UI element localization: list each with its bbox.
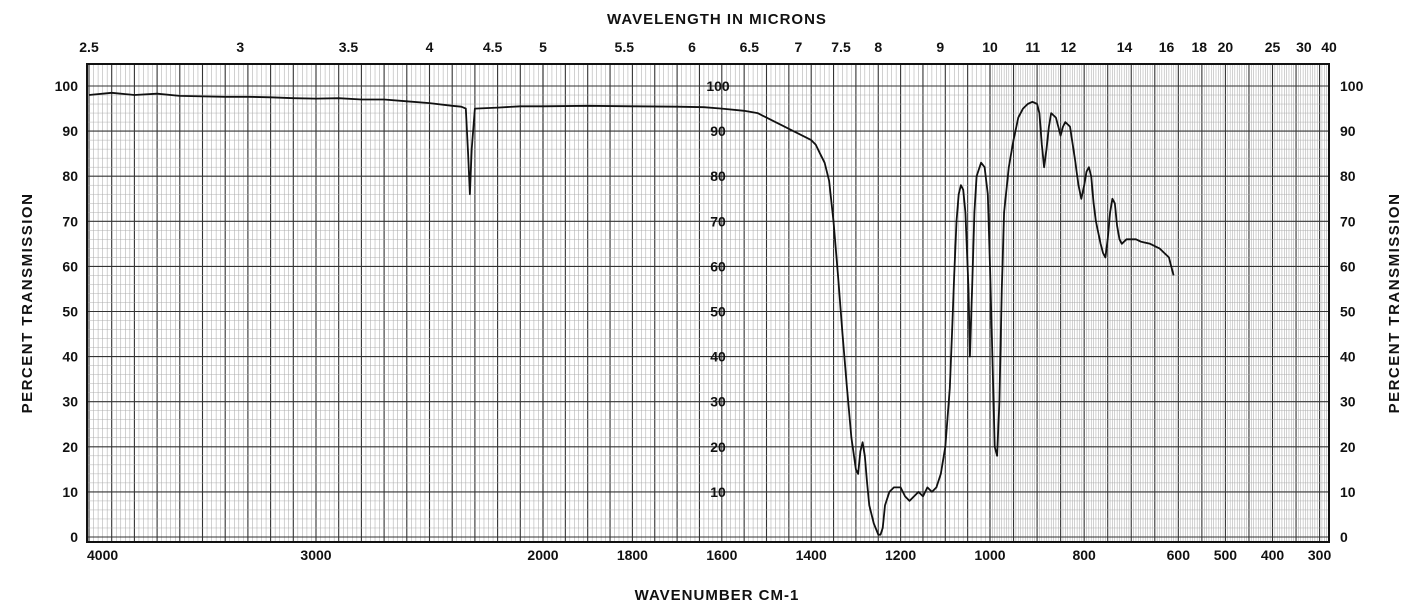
x-tick-label: 1000: [974, 547, 1005, 563]
mid-y-tick-label: 90: [710, 123, 726, 139]
y-tick-label-left: 50: [62, 304, 78, 320]
micron-tick-label: 25: [1265, 39, 1281, 55]
plot-frame: [86, 63, 1330, 543]
mid-y-tick-label: 80: [710, 168, 726, 184]
x-tick-label: 300: [1308, 547, 1332, 563]
micron-tick-label: 7.5: [831, 39, 851, 55]
x-tick-label: 1200: [885, 547, 916, 563]
x-tick-label: 1400: [796, 547, 827, 563]
micron-tick-label: 5.5: [615, 39, 635, 55]
spectrum-trace: [88, 91, 1175, 536]
y-tick-label-right: 0: [1340, 529, 1348, 545]
micron-tick-label: 20: [1218, 39, 1234, 55]
y-axis-title-right: PERCENT TRANSMISSION: [1386, 193, 1403, 414]
mid-y-tick-label: 70: [710, 213, 726, 229]
y-tick-label-right: 100: [1340, 78, 1364, 94]
chart-title: WAVELENGTH IN MICRONS: [607, 11, 827, 28]
y-tick-label-right: 30: [1340, 394, 1356, 410]
micron-tick-label: 12: [1061, 39, 1077, 55]
y-tick-label-left: 10: [62, 484, 78, 500]
mid-y-tick-label: 100: [706, 78, 730, 94]
micron-tick-label: 4.5: [483, 39, 503, 55]
mid-y-tick-label: 60: [710, 258, 726, 274]
y-tick-label-right: 10: [1340, 484, 1356, 500]
micron-tick-label: 5: [539, 39, 547, 55]
y-tick-label-left: 90: [62, 123, 78, 139]
y-tick-label-left: 80: [62, 168, 78, 184]
axis-labels: 4000 3000 2000 1800 1600 1400 1200 1000 800 600 50…: [55, 39, 1364, 563]
x-tick-label: 1800: [617, 547, 648, 563]
micron-tick-label: 10: [982, 39, 998, 55]
micron-tick-label: 4: [426, 39, 434, 55]
micron-tick-label: 8: [874, 39, 882, 55]
y-tick-label-right: 90: [1340, 123, 1356, 139]
micron-tick-label: 30: [1296, 39, 1312, 55]
series-layer: [88, 91, 1175, 536]
micron-tick-label: 18: [1191, 39, 1207, 55]
x-tick-label: 3000: [300, 547, 331, 563]
y-tick-label-left: 70: [62, 213, 78, 229]
micron-tick-label: 3: [236, 39, 244, 55]
micron-tick-label: 6.5: [740, 39, 760, 55]
plot-background: [87, 64, 1329, 542]
micron-tick-label: 3.5: [339, 39, 359, 55]
y-tick-label-left: 100: [55, 78, 79, 94]
micron-tick-label: 14: [1117, 39, 1133, 55]
x-tick-label: 800: [1072, 547, 1096, 563]
x-tick-label: 1600: [706, 547, 737, 563]
y-tick-label-left: 0: [70, 529, 78, 545]
y-tick-label-left: 40: [62, 349, 78, 365]
x-tick-label: 2000: [527, 547, 558, 563]
y-tick-label-right: 70: [1340, 213, 1356, 229]
grid: [87, 64, 1330, 542]
micron-tick-label: 16: [1159, 39, 1175, 55]
mid-y-tick-label: 30: [710, 394, 726, 410]
y-tick-label-right: 60: [1340, 258, 1356, 274]
micron-tick-label: 40: [1321, 39, 1337, 55]
y-tick-label-right: 20: [1340, 439, 1356, 455]
y-axis-title-left: PERCENT TRANSMISSION: [19, 193, 36, 414]
y-tick-label-right: 50: [1340, 304, 1356, 320]
y-tick-label-left: 20: [62, 439, 78, 455]
mid-y-tick-label: 10: [710, 484, 726, 500]
x-tick-label: 600: [1167, 547, 1191, 563]
micron-tick-label: 7: [795, 39, 803, 55]
mid-y-tick-label: 20: [710, 439, 726, 455]
mid-y-tick-label: 50: [710, 304, 726, 320]
y-tick-label-left: 30: [62, 394, 78, 410]
micron-tick-label: 2.5: [79, 39, 99, 55]
micron-tick-label: 11: [1025, 39, 1040, 55]
x-tick-label: 4000: [87, 547, 118, 563]
x-tick-label: 400: [1261, 547, 1285, 563]
micron-tick-label: 9: [936, 39, 944, 55]
micron-tick-label: 6: [688, 39, 696, 55]
mid-y-tick-label: 40: [710, 349, 726, 365]
x-axis-title: WAVENUMBER CM-1: [635, 587, 800, 604]
y-tick-label-right: 80: [1340, 168, 1356, 184]
x-tick-label: 500: [1214, 547, 1238, 563]
y-tick-label-left: 60: [62, 258, 78, 274]
y-tick-label-right: 40: [1340, 349, 1356, 365]
